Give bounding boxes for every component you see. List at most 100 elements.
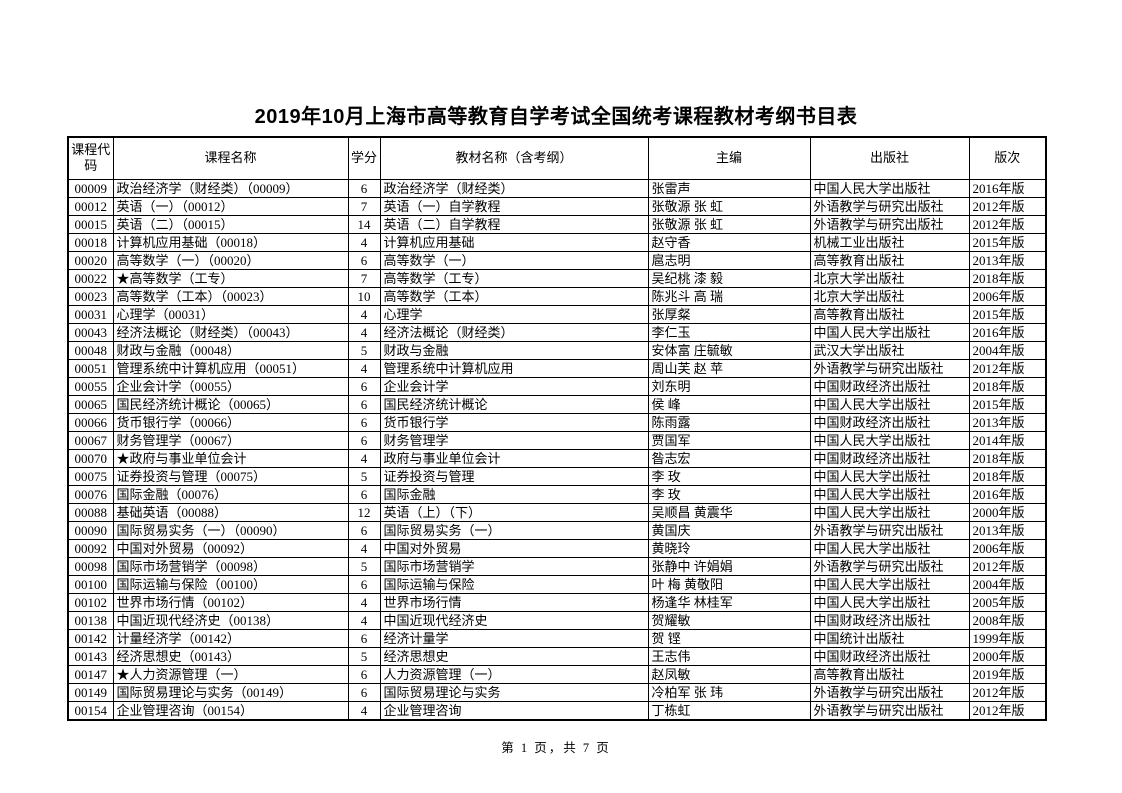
cell-publisher: 机械工业出版社 <box>809 232 970 252</box>
cell-textbook-name: 企业管理咨询 <box>379 700 649 720</box>
cell-course-code: 00012 <box>67 196 114 216</box>
cell-textbook-name: 政府与事业单位会计 <box>379 448 649 468</box>
cell-edition: 2014年版 <box>968 430 1047 450</box>
cell-edition: 2012年版 <box>968 358 1047 378</box>
cell-textbook-name: 高等数学（工本） <box>379 286 649 306</box>
document-page: 2019年10月上海市高等教育自学考试全国统考课程教材考纲书目表 课程代码 课程… <box>67 100 1047 756</box>
cell-chief-editor: 叶 梅 黄敬阳 <box>647 574 811 594</box>
cell-course-code: 00102 <box>67 592 114 612</box>
cell-publisher: 高等教育出版社 <box>809 304 970 324</box>
cell-chief-editor: 刘东明 <box>647 376 811 396</box>
cell-publisher: 中国人民大学出版社 <box>809 592 970 612</box>
cell-course-name: 计量经济学（00142） <box>112 628 349 648</box>
cell-credits: 6 <box>347 520 381 540</box>
cell-publisher: 北京大学出版社 <box>809 268 970 288</box>
cell-credits: 6 <box>347 394 381 414</box>
cell-course-name: 国际金融（00076） <box>112 484 349 504</box>
cell-credits: 7 <box>347 196 381 216</box>
table-body: 00009 政治经济学（财经类）（00009） 6 政治经济学（财经类） 张雷声… <box>67 178 1047 720</box>
cell-course-name: ★高等数学（工专） <box>112 268 349 288</box>
cell-course-code: 00067 <box>67 430 114 450</box>
header-publisher: 出版社 <box>809 136 970 180</box>
cell-edition: 1999年版 <box>968 628 1047 648</box>
cell-edition: 2004年版 <box>968 340 1047 360</box>
cell-course-code: 00092 <box>67 538 114 558</box>
cell-publisher: 中国人民大学出版社 <box>809 178 970 198</box>
table-row: 00066 货币银行学（00066） 6 货币银行学 陈雨露 中国财政经济出版社… <box>67 412 1047 432</box>
cell-edition: 2006年版 <box>968 286 1047 306</box>
cell-textbook-name: 财政与金融 <box>379 340 649 360</box>
cell-credits: 7 <box>347 268 381 288</box>
cell-course-name: 国际运输与保险（00100） <box>112 574 349 594</box>
cell-textbook-name: 管理系统中计算机应用 <box>379 358 649 378</box>
cell-credits: 4 <box>347 358 381 378</box>
cell-chief-editor: 丁栋虹 <box>647 700 811 720</box>
table-row: 00018 计算机应用基础（00018） 4 计算机应用基础 赵守香 机械工业出… <box>67 232 1047 252</box>
cell-edition: 2006年版 <box>968 538 1047 558</box>
table-row: 00147 ★人力资源管理（一） 6 人力资源管理（一） 赵凤敏 高等教育出版社… <box>67 664 1047 684</box>
header-chief-editor: 主编 <box>647 136 811 180</box>
cell-textbook-name: 世界市场行情 <box>379 592 649 612</box>
cell-course-name: 中国对外贸易（00092） <box>112 538 349 558</box>
cell-chief-editor: 张敬源 张 虹 <box>647 214 811 234</box>
cell-chief-editor: 黄晓玲 <box>647 538 811 558</box>
cell-credits: 4 <box>347 592 381 612</box>
cell-course-code: 00090 <box>67 520 114 540</box>
cell-chief-editor: 吴纪桃 漆 毅 <box>647 268 811 288</box>
cell-chief-editor: 贾国军 <box>647 430 811 450</box>
cell-edition: 2019年版 <box>968 664 1047 684</box>
cell-chief-editor: 李 玫 <box>647 484 811 504</box>
cell-edition: 2013年版 <box>968 250 1047 270</box>
cell-chief-editor: 侯 峰 <box>647 394 811 414</box>
cell-course-code: 00020 <box>67 250 114 270</box>
cell-chief-editor: 陈雨露 <box>647 412 811 432</box>
cell-course-name: 世界市场行情（00102） <box>112 592 349 612</box>
table-row: 00075 证券投资与管理（00075） 5 证券投资与管理 李 玫 中国人民大… <box>67 466 1047 486</box>
cell-publisher: 中国统计出版社 <box>809 628 970 648</box>
cell-course-code: 00149 <box>67 682 114 702</box>
cell-publisher: 中国人民大学出版社 <box>809 466 970 486</box>
cell-textbook-name: 国际运输与保险 <box>379 574 649 594</box>
cell-publisher: 中国人民大学出版社 <box>809 430 970 450</box>
table-row: 00092 中国对外贸易（00092） 4 中国对外贸易 黄晓玲 中国人民大学出… <box>67 538 1047 558</box>
table-row: 00149 国际贸易理论与实务（00149） 6 国际贸易理论与实务 冷柏军 张… <box>67 682 1047 702</box>
cell-course-code: 00065 <box>67 394 114 414</box>
cell-course-code: 00048 <box>67 340 114 360</box>
table-row: 00023 高等数学（工本）（00023） 10 高等数学（工本） 陈兆斗 高 … <box>67 286 1047 306</box>
cell-credits: 5 <box>347 466 381 486</box>
cell-chief-editor: 王志伟 <box>647 646 811 666</box>
cell-edition: 2018年版 <box>968 268 1047 288</box>
textbook-catalog-table: 课程代码 课程名称 学分 教材名称（含考纲） 主编 出版社 版次 00009 政… <box>67 136 1047 721</box>
cell-textbook-name: 企业会计学 <box>379 376 649 396</box>
table-row: 00154 企业管理咨询（00154） 4 企业管理咨询 丁栋虹 外语教学与研究… <box>67 700 1047 720</box>
cell-course-code: 00076 <box>67 484 114 504</box>
cell-textbook-name: 国际贸易理论与实务 <box>379 682 649 702</box>
cell-chief-editor: 吴顺昌 黄震华 <box>647 502 811 522</box>
cell-course-name: 经济思想史（00143） <box>112 646 349 666</box>
cell-course-code: 00015 <box>67 214 114 234</box>
cell-course-name: 高等数学（一）（00020） <box>112 250 349 270</box>
table-row: 00055 企业会计学（00055） 6 企业会计学 刘东明 中国财政经济出版社… <box>67 376 1047 396</box>
cell-chief-editor: 贺 铿 <box>647 628 811 648</box>
cell-edition: 2012年版 <box>968 682 1047 702</box>
cell-edition: 2012年版 <box>968 214 1047 234</box>
cell-credits: 6 <box>347 484 381 504</box>
cell-course-code: 00055 <box>67 376 114 396</box>
table-row: 00102 世界市场行情（00102） 4 世界市场行情 杨逢华 林桂军 中国人… <box>67 592 1047 612</box>
cell-edition: 2013年版 <box>968 412 1047 432</box>
cell-edition: 2018年版 <box>968 376 1047 396</box>
cell-course-name: 心理学（00031） <box>112 304 349 324</box>
cell-course-name: 财务管理学（00067） <box>112 430 349 450</box>
cell-credits: 4 <box>347 448 381 468</box>
cell-textbook-name: 政治经济学（财经类） <box>379 178 649 198</box>
cell-credits: 5 <box>347 340 381 360</box>
cell-credits: 4 <box>347 304 381 324</box>
cell-edition: 2016年版 <box>968 484 1047 504</box>
cell-course-name: 中国近现代经济史（00138） <box>112 610 349 630</box>
header-credits: 学分 <box>347 136 381 180</box>
cell-course-code: 00138 <box>67 610 114 630</box>
cell-edition: 2000年版 <box>968 646 1047 666</box>
cell-course-code: 00147 <box>67 664 114 684</box>
cell-credits: 6 <box>347 628 381 648</box>
cell-textbook-name: 心理学 <box>379 304 649 324</box>
